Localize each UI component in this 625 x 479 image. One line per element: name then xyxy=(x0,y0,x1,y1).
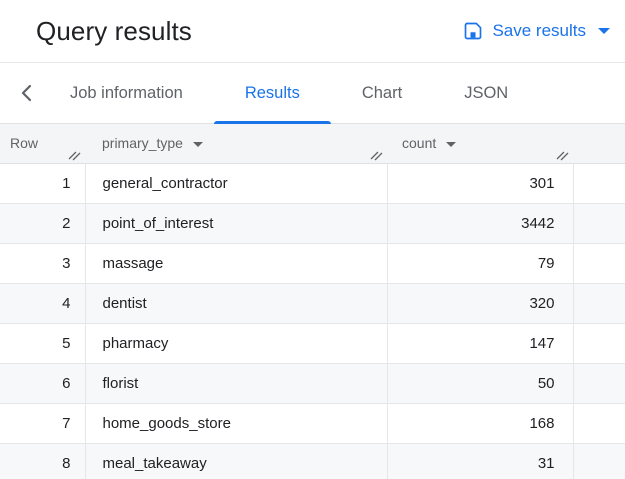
count-cell: 31 xyxy=(387,443,574,479)
save-icon xyxy=(463,21,483,41)
column-header-row: Row xyxy=(0,124,85,164)
page-title: Query results xyxy=(36,15,192,46)
column-header-count: count xyxy=(387,124,573,164)
table-row: 6 florist 50 xyxy=(0,363,625,404)
tab-label: JSON xyxy=(464,83,509,102)
column-label: primary_type xyxy=(102,135,183,152)
topbar: Query results Save results xyxy=(0,0,625,63)
table-row: 1 general_contractor 301 xyxy=(0,163,625,204)
row-number-cell: 6 xyxy=(0,363,86,404)
row-number-cell: 7 xyxy=(0,403,86,444)
row-number-cell: 8 xyxy=(0,443,86,479)
table-header: Row primary_type xyxy=(0,124,625,164)
table-row: 2 point_of_interest 3442 xyxy=(0,203,625,244)
save-results-label: Save results xyxy=(492,21,586,40)
row-number-cell: 5 xyxy=(0,323,86,364)
tab-results[interactable]: Results xyxy=(213,63,331,124)
table-body: 1 general_contractor 301 2 point_of_inte… xyxy=(0,163,625,479)
tab-label: Chart xyxy=(361,83,403,102)
primary-type-cell: home_goods_store xyxy=(85,403,388,444)
dropdown-caret-icon[interactable] xyxy=(446,141,457,147)
column-resize-icon[interactable] xyxy=(555,148,570,161)
primary-type-cell: dentist xyxy=(85,283,388,324)
count-cell: 79 xyxy=(387,243,574,284)
filler-cell xyxy=(573,363,625,404)
column-label: Row xyxy=(10,135,39,152)
count-cell: 168 xyxy=(387,403,574,444)
count-cell: 50 xyxy=(387,363,574,404)
primary-type-cell: massage xyxy=(85,243,388,284)
filler-cell xyxy=(573,243,625,284)
tab-bar: Job information Results Chart JSON xyxy=(0,63,625,124)
count-cell: 147 xyxy=(387,323,574,364)
dropdown-caret-icon[interactable] xyxy=(192,141,203,147)
count-cell: 3442 xyxy=(387,203,574,244)
primary-type-cell: point_of_interest xyxy=(85,203,388,244)
column-resize-icon[interactable] xyxy=(369,148,384,161)
column-resize-icon[interactable] xyxy=(67,148,82,161)
row-number-cell: 3 xyxy=(0,243,86,284)
filler-cell xyxy=(573,283,625,324)
primary-type-cell: pharmacy xyxy=(85,323,388,364)
primary-type-cell: meal_takeaway xyxy=(85,443,388,479)
table-row: 5 pharmacy 147 xyxy=(0,323,625,364)
back-button[interactable] xyxy=(13,63,39,123)
tab-label: Results xyxy=(244,83,300,102)
save-dropdown-caret-icon[interactable] xyxy=(598,28,610,34)
filler-cell xyxy=(573,203,625,244)
filler-cell xyxy=(573,323,625,364)
tab-chart[interactable]: Chart xyxy=(331,63,433,123)
primary-type-cell: general_contractor xyxy=(85,163,388,204)
table-row: 4 dentist 320 xyxy=(0,283,625,324)
column-header-primary-type: primary_type xyxy=(85,124,387,164)
tab-json[interactable]: JSON xyxy=(433,63,539,123)
count-cell: 320 xyxy=(387,283,574,324)
filler-cell xyxy=(573,163,625,204)
count-cell: 301 xyxy=(387,163,574,204)
row-number-cell: 2 xyxy=(0,203,86,244)
save-results-button[interactable]: Save results xyxy=(463,21,610,41)
column-label: count xyxy=(402,135,437,152)
chevron-left-icon xyxy=(20,83,32,103)
row-number-cell: 1 xyxy=(0,163,86,204)
table-row: 7 home_goods_store 168 xyxy=(0,403,625,444)
tab-label: Job information xyxy=(70,83,183,102)
filler-cell xyxy=(573,443,625,479)
tab-job-information[interactable]: Job information xyxy=(39,63,214,123)
primary-type-cell: florist xyxy=(85,363,388,404)
row-number-cell: 4 xyxy=(0,283,86,324)
results-table: Row primary_type xyxy=(0,124,625,479)
table-row: 3 massage 79 xyxy=(0,243,625,284)
column-header-filler xyxy=(573,124,625,164)
filler-cell xyxy=(573,403,625,444)
table-row: 8 meal_takeaway 31 xyxy=(0,443,625,479)
